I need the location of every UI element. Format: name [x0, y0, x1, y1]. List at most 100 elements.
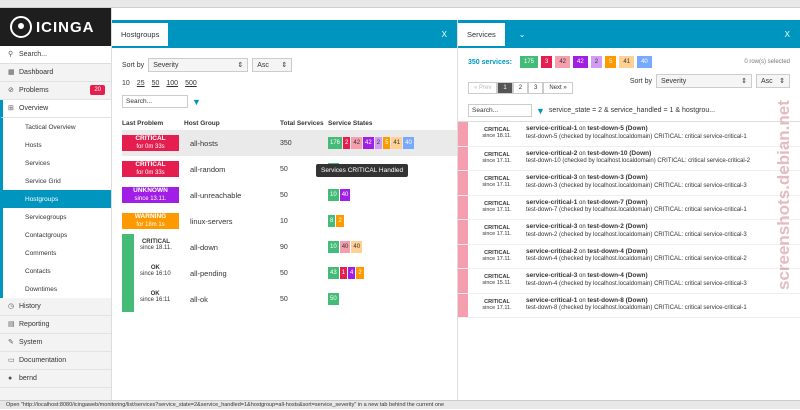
sidebar-sub-service-grid[interactable]: Service Grid	[3, 172, 111, 190]
pill-critical[interactable]: 1	[339, 267, 348, 279]
problems-icon: ⊘	[8, 87, 14, 94]
sidebar-item-overview[interactable]: ⊞ Overview	[0, 100, 111, 118]
sidebar-item-documentation[interactable]: ▭ Documentation	[0, 352, 111, 370]
summary-pill-warning[interactable]: 5	[605, 56, 617, 68]
filter-icon[interactable]: ▼	[192, 96, 201, 107]
sidebar-item-history[interactable]: ◷ History	[0, 298, 111, 316]
hostgroup-name[interactable]: all-pending	[190, 268, 227, 278]
close-icon[interactable]: X	[441, 29, 447, 39]
hostgroup-name[interactable]: all-hosts	[190, 138, 218, 148]
limit-10[interactable]: 10	[122, 80, 130, 87]
pill-critical[interactable]: 2	[343, 137, 351, 149]
sidebar-sub-hosts[interactable]: Hosts	[3, 136, 111, 154]
pager-next[interactable]: Next »	[543, 82, 573, 94]
summary-pill-warning-handled[interactable]: 41	[619, 56, 635, 68]
sidebar-item-problems[interactable]: ⊘ Problems 20	[0, 82, 111, 100]
sidebar-sub-downtimes[interactable]: Downtimes	[3, 280, 111, 298]
sort-select[interactable]: Severity ⇕	[656, 74, 752, 88]
tab-services[interactable]: Services	[458, 22, 505, 46]
list-item[interactable]: CRITICAL since 17.11. service-critical-2 o…	[458, 244, 800, 269]
list-item[interactable]: CRITICAL since 18.11. service-critical-1 o…	[458, 122, 800, 147]
sidebar-search[interactable]: ⚲ Search...	[0, 46, 111, 64]
hostgroup-name[interactable]: all-ok	[190, 294, 208, 304]
filter-expression[interactable]: service_state = 2 & service_handled = 1 …	[548, 107, 716, 114]
pager-prev[interactable]: « Prev	[468, 82, 498, 94]
hostgroup-name[interactable]: all-unreachable	[190, 190, 242, 200]
col-service-states[interactable]: Service States	[328, 119, 373, 127]
sidebar-sub-servicegroups[interactable]: Servicegroups	[3, 208, 111, 226]
logo[interactable]: ICINGA	[0, 8, 111, 46]
summary-pill-critical[interactable]: 3	[541, 56, 553, 68]
pill-ok[interactable]: 10	[328, 189, 339, 201]
list-item[interactable]: CRITICAL since 17.11. service-critical-3 o…	[458, 171, 800, 196]
sidebar-sub-hostgroups[interactable]: Hostgroups	[3, 190, 111, 208]
list-item[interactable]: CRITICAL since 17.11. service-critical-3 o…	[458, 220, 800, 245]
sidebar-item-dashboard[interactable]: ▦ Dashboard	[0, 64, 111, 82]
summary-pill-ok[interactable]: 175	[519, 56, 538, 68]
limit-50[interactable]: 50	[151, 80, 160, 87]
hostgroup-name[interactable]: linux-servers	[190, 216, 233, 226]
pill-unknown[interactable]: 4	[348, 267, 356, 279]
search-input[interactable]: Search...	[468, 104, 532, 117]
summary-pill-unknown[interactable]: 42	[573, 56, 588, 68]
filter-icon[interactable]: ▼	[536, 105, 545, 116]
pill-ok[interactable]: 176	[328, 137, 343, 149]
order-select[interactable]: Asc ⇕	[252, 58, 293, 72]
limit-25[interactable]: 25	[136, 80, 145, 87]
tab-hostgroups[interactable]: Hostgroups	[112, 22, 169, 46]
sidebar-item-system[interactable]: ✎ System	[0, 334, 111, 352]
sidebar-sub-tactical-overview[interactable]: Tactical Overview	[3, 118, 111, 136]
hostgroup-name[interactable]: all-down	[190, 242, 218, 252]
sidebar-sub-services[interactable]: Services	[3, 154, 111, 172]
order-select[interactable]: Asc ⇕	[756, 74, 790, 88]
sidebar-sub-contactgroups[interactable]: Contactgroups	[3, 226, 111, 244]
table-row[interactable]: OK since 16:11 all-ok 50 50	[122, 286, 457, 312]
pager-page-3[interactable]: 3	[528, 82, 544, 94]
summary-pill-critical-handled[interactable]: 42	[555, 56, 571, 68]
sidebar-item-reporting[interactable]: ▤ Reporting	[0, 316, 111, 334]
pill-pending[interactable]: 40	[403, 137, 414, 149]
sidebar-item-user[interactable]: ● bernd	[0, 370, 111, 388]
list-item[interactable]: CRITICAL since 15.11. service-critical-3 o…	[458, 269, 800, 294]
sidebar-sub-comments[interactable]: Comments	[3, 244, 111, 262]
list-item[interactable]: CRITICAL since 17.11. service-critical-1 o…	[458, 293, 800, 318]
pill-ok[interactable]: 10	[328, 241, 339, 253]
pill-ok[interactable]: 8	[328, 215, 336, 227]
pager-page-1[interactable]: 1	[497, 82, 513, 94]
col-last-problem[interactable]: Last Problem	[122, 119, 164, 127]
logo-text: ICINGA	[36, 18, 95, 36]
limit-100[interactable]: 100	[166, 80, 179, 87]
pill-warning[interactable]: 2	[356, 267, 364, 279]
sort-select[interactable]: Severity ⇕	[148, 58, 249, 72]
hostgroup-name[interactable]: all-random	[190, 164, 226, 174]
pill-ok[interactable]: 43	[328, 267, 339, 279]
chevron-down-icon[interactable]: ⌄	[518, 29, 526, 39]
table-row[interactable]: UNKNOWN since 13.11. all-unreachable 50 1…	[122, 182, 457, 208]
col-host-group[interactable]: Host Group	[184, 119, 220, 127]
pill-unknown[interactable]: 40	[339, 189, 351, 201]
pill-warning-handled[interactable]: 40	[351, 241, 363, 253]
col-total-services[interactable]: Total Services	[280, 119, 324, 127]
table-row[interactable]: CRITICAL for 0m 33s all-hosts 350 176 2 42 4…	[122, 130, 457, 156]
pill-warning-handled[interactable]: 41	[391, 137, 403, 149]
list-item[interactable]: CRITICAL since 17.11. service-critical-2 o…	[458, 146, 800, 171]
pill-unknown-handled[interactable]: 2	[374, 137, 383, 149]
pill-warning[interactable]: 5	[383, 137, 391, 149]
search-input[interactable]: Search...	[122, 95, 188, 108]
summary-pill-pending[interactable]: 40	[637, 56, 652, 68]
summary-pill-unknown-handled[interactable]: 2	[590, 56, 603, 68]
pager-page-2[interactable]: 2	[512, 82, 529, 94]
pill-critical-handled[interactable]: 42	[351, 137, 363, 149]
sidebar-search-input[interactable]: Search...	[19, 51, 48, 58]
close-icon[interactable]: X	[784, 29, 790, 39]
sidebar-sub-contacts[interactable]: Contacts	[3, 262, 111, 280]
limit-500[interactable]: 500	[185, 80, 197, 87]
pill-critical-handled[interactable]: 40	[339, 241, 351, 253]
table-row[interactable]: OK since 16:10 all-pending 50 43 1 4 2	[122, 260, 457, 286]
table-row[interactable]: CRITICAL since 18.11. all-down 90 10 40 40	[122, 234, 457, 260]
pill-unknown[interactable]: 42	[363, 137, 374, 149]
pill-warning[interactable]: 2	[336, 215, 344, 227]
pill-ok[interactable]: 50	[328, 293, 339, 305]
list-item[interactable]: CRITICAL since 17.11. service-critical-1 o…	[458, 195, 800, 220]
